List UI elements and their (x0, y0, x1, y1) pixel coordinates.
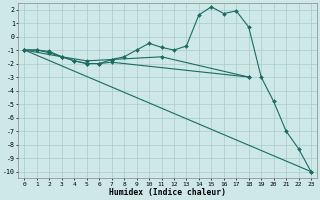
X-axis label: Humidex (Indice chaleur): Humidex (Indice chaleur) (109, 188, 226, 197)
